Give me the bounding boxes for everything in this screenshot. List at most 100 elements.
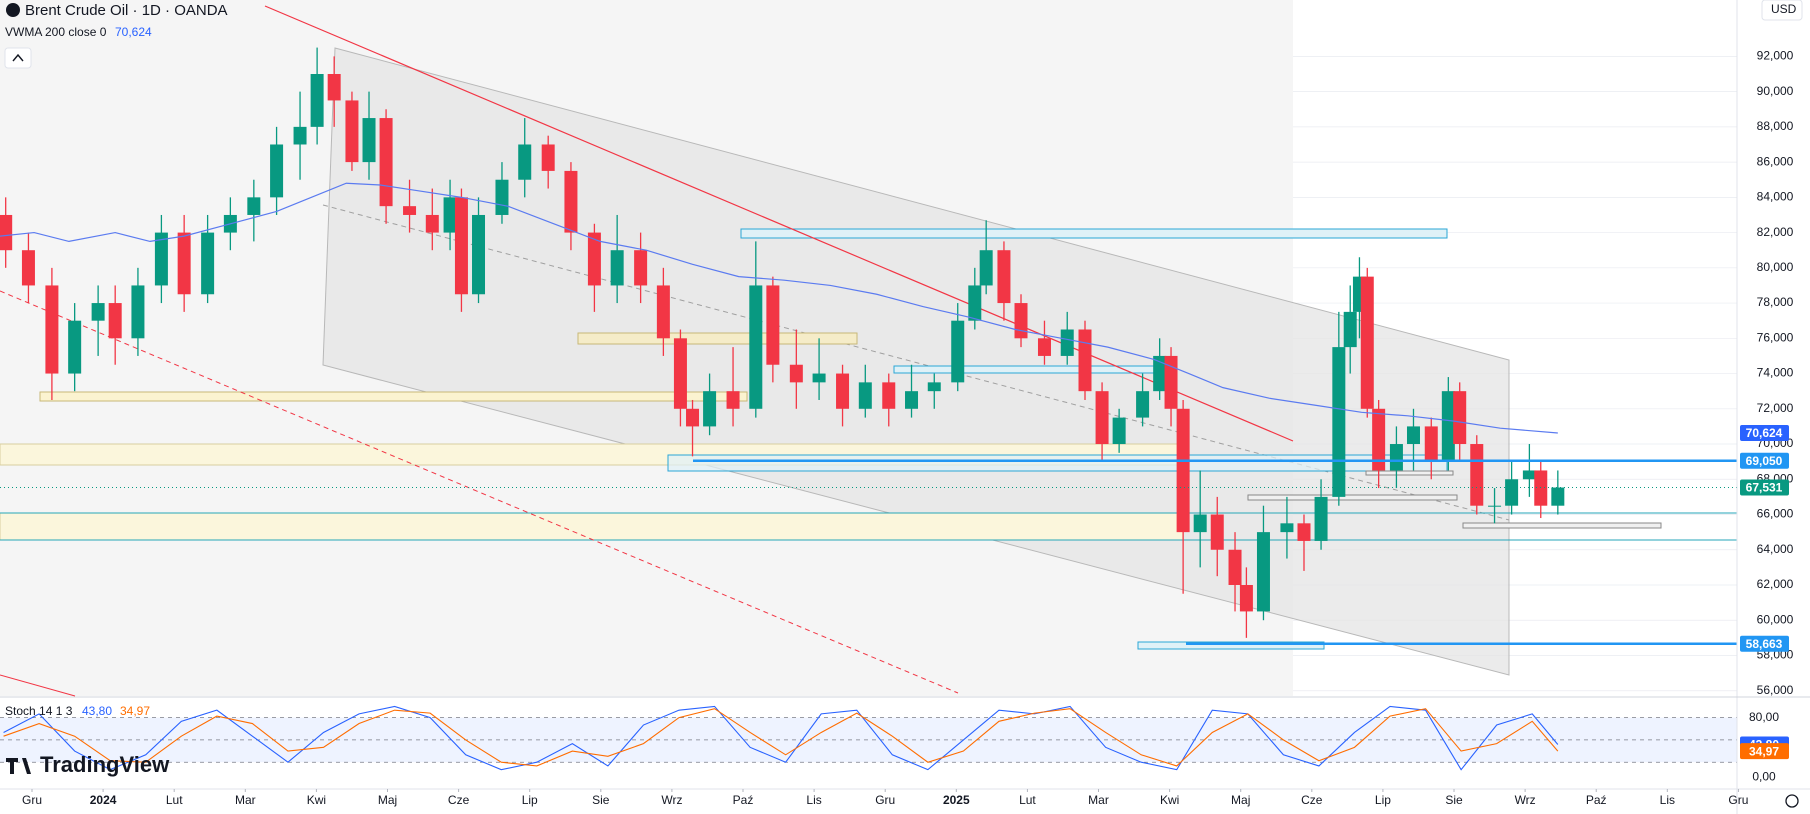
zone-rect [0,512,1184,541]
candle-body [379,118,393,207]
x-tick-label: Gru [1728,793,1748,807]
candle-body [131,285,145,339]
candle-body [1534,470,1548,506]
x-tick-label: Gru [22,793,42,807]
x-tick-label: Paź [733,793,754,807]
candle-body [518,144,532,180]
candle-body [905,391,919,409]
x-tick-label: Sie [592,793,610,807]
candle-body [1522,470,1536,480]
settings-icon[interactable] [1785,794,1799,808]
candle-body [91,303,105,321]
candle-body [564,170,578,233]
vwma-label: 70,624 [1746,426,1783,440]
collapse-icon [12,53,24,62]
candle-body [345,100,359,163]
candle-body [247,197,261,215]
x-tick-label: Sie [1445,793,1463,807]
candle-body [587,232,601,286]
candle-body [634,250,648,286]
y-tick-label: 64,000 [1757,542,1794,556]
candle-body [1095,391,1109,445]
x-tick-label: Mar [235,793,256,807]
indicator-name[interactable]: VWMA 200 close 0 [5,25,107,39]
y-tick-label: 92,000 [1757,49,1794,63]
vwma-line [0,182,1558,434]
x-tick-label: Cze [1301,793,1323,807]
candle-body [1037,338,1051,356]
x-tick-label: 2025 [943,793,970,807]
collapse-button[interactable] [4,47,32,69]
y-tick-label: 62,000 [1757,577,1794,591]
candle-body [1389,444,1403,471]
y-tick-label: 90,000 [1757,84,1794,98]
last-price-badge [1740,479,1789,496]
candle-body [201,232,215,295]
candle-body [45,285,59,374]
candle-body [1060,329,1074,356]
zone-rect [893,365,1176,374]
candle-body [327,74,341,101]
candle-body [812,373,826,383]
candle-body [177,232,191,295]
indicator-value: 70,624 [115,25,152,39]
trend-line [264,5,1294,442]
candle-body [1360,276,1374,409]
candle-body [979,250,993,286]
last-price-label: 67,531 [1746,481,1783,495]
candle-body [403,206,417,215]
candle-body [1505,479,1519,506]
candle-body [21,250,35,286]
stoch-name[interactable]: Stoch 14 1 3 [5,704,73,718]
symbol-icon [6,3,20,17]
level-badge [1740,452,1789,469]
candle-body [1332,347,1346,497]
candle-body [968,285,982,321]
zone-rect [1462,522,1662,529]
y-tick-label: 76,000 [1757,330,1794,344]
candle-body [673,338,687,409]
candle-body [1441,391,1455,462]
y-tick-label: 86,000 [1757,154,1794,168]
currency[interactable]: USD [1771,2,1797,16]
candle-body [495,179,509,215]
zone-rect [667,454,1448,472]
candle-body [443,197,457,233]
x-tick-label: Maj [378,793,397,807]
currency-button[interactable] [1761,0,1803,21]
candle-body [1470,444,1484,506]
candle-body [997,250,1011,304]
stoch-k-value: 43,80 [82,704,112,718]
candle-body [1488,505,1502,507]
candle-body [789,364,803,383]
x-tick-label: Gru [875,793,895,807]
y-tick-label: 72,000 [1757,401,1794,415]
x-tick-label: Paź [1586,793,1607,807]
candle-body [766,285,780,365]
drawings [0,5,1737,697]
candle-body [310,74,324,127]
y-tick-label: 88,000 [1757,119,1794,133]
zone-rect [1365,470,1454,476]
candle-body [1153,355,1167,392]
candle-body [686,408,700,427]
stoch-badge [1740,743,1789,760]
candle-body [1112,417,1126,445]
zone-rect [740,228,1448,239]
y-tick-label: 84,000 [1757,190,1794,204]
candle-body [1136,391,1150,418]
y-tick-label: 56,000 [1757,683,1794,697]
watermark-logo [6,758,31,774]
symbol-title[interactable]: Brent Crude Oil · 1D · OANDA [25,2,228,19]
x-tick-label: Lut [166,793,183,807]
candle-body [927,382,941,392]
candle-body [1551,487,1565,506]
stoch-tick-label: 80,00 [1749,710,1779,724]
candle-body [270,144,284,198]
zone-rect [577,332,858,345]
candle-body [362,118,376,163]
candle-body [1256,532,1270,612]
y-tick-label: 60,000 [1757,612,1794,626]
candle-body [726,391,740,409]
